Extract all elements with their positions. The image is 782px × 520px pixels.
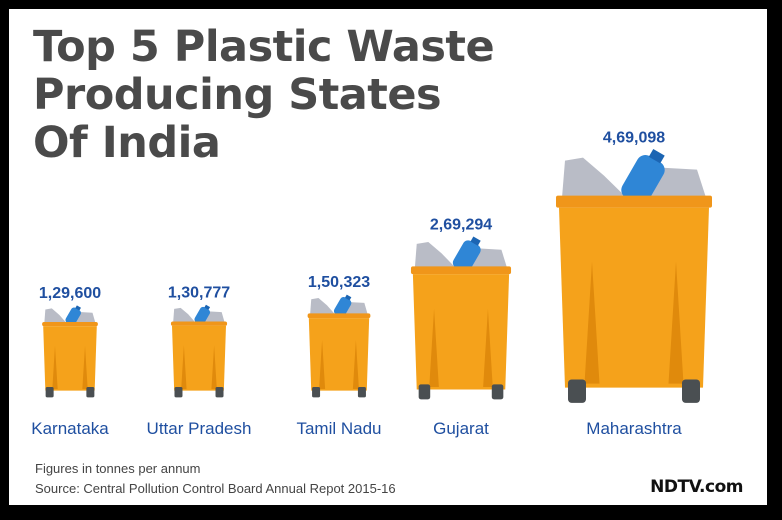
bin-2 (307, 294, 371, 398)
bottle (621, 155, 665, 206)
bin-spike (668, 261, 684, 384)
bottle-cap (75, 305, 81, 311)
bin-spike (181, 345, 187, 390)
bin-chart: 1,29,600 Karnataka 1,30,777 Uttar Pradesh 1,… (31, 130, 712, 438)
brand-logo: NDTV.com (650, 477, 743, 497)
value-label-1: 1,30,777 (168, 284, 230, 301)
bag-left (173, 307, 197, 324)
bottle-cap (344, 294, 352, 301)
trash-2 (310, 294, 368, 318)
outer-frame: 1,29,600 Karnataka 1,30,777 Uttar Pradesh 1,… (6, 6, 776, 514)
infographic-card: 1,29,600 Karnataka 1,30,777 Uttar Pradesh 1,… (9, 9, 767, 505)
bin-spike (352, 339, 359, 389)
trash-4 (562, 148, 706, 206)
bin-lid (410, 266, 512, 275)
bin-0 (42, 305, 98, 398)
bottle (65, 307, 81, 326)
trash-1 (173, 304, 225, 325)
source-note: Source: Central Pollution Control Board … (35, 481, 396, 496)
bin-lid (42, 321, 98, 327)
bin-wheel (357, 387, 366, 398)
bin-1 (170, 304, 228, 398)
bin-spike (429, 308, 439, 387)
bottle (194, 306, 211, 325)
value-label-0: 1,29,600 (39, 285, 101, 302)
bin-wheel (418, 384, 431, 400)
bin-4 (556, 148, 712, 403)
bin-spike (211, 345, 217, 390)
bin-lid (170, 321, 228, 326)
bin-lid (307, 313, 371, 319)
bin-wheel (491, 384, 504, 400)
value-label-4: 4,69,098 (603, 130, 665, 147)
category-label-0: Karnataka (31, 419, 109, 438)
value-label-3: 2,69,294 (430, 217, 492, 234)
bin-body (172, 325, 226, 391)
bin-lid (556, 195, 712, 208)
category-label-3: Gujarat (433, 419, 489, 438)
bin-spike (52, 345, 58, 390)
bag-left (310, 298, 336, 316)
bag-left (44, 308, 68, 324)
trash-3 (414, 236, 508, 273)
bin-3 (410, 236, 512, 400)
trash-0 (44, 305, 96, 326)
bin-wheel (568, 379, 586, 403)
category-label-1: Uttar Pradesh (147, 419, 252, 438)
bottle-cap (648, 148, 665, 164)
category-label-4: Maharashtra (586, 419, 682, 438)
chart-title: Top 5 Plastic Waste Producing States Of … (33, 22, 495, 168)
bottle-cap (204, 304, 211, 310)
bin-wheel (312, 387, 321, 398)
bin-body (559, 207, 709, 388)
bin-wheel (215, 387, 224, 398)
bin-wheel (174, 387, 183, 398)
units-note: Figures in tonnes per annum (35, 461, 201, 476)
bin-spike (82, 345, 88, 390)
bin-wheel (86, 387, 95, 398)
bottle (333, 297, 352, 318)
bin-body (308, 318, 370, 391)
bin-wheel (682, 379, 700, 403)
bin-body (43, 326, 97, 391)
value-label-2: 1,50,323 (308, 274, 370, 291)
bin-body (412, 274, 510, 390)
category-label-2: Tamil Nadu (296, 419, 381, 438)
bin-spike (319, 339, 326, 389)
bin-spike (483, 308, 493, 387)
bottle-cap (470, 236, 481, 246)
bag-left (414, 242, 457, 269)
bag-left (562, 157, 627, 198)
bottle (452, 240, 481, 273)
bin-spike (584, 261, 600, 384)
bin-wheel (45, 387, 54, 398)
